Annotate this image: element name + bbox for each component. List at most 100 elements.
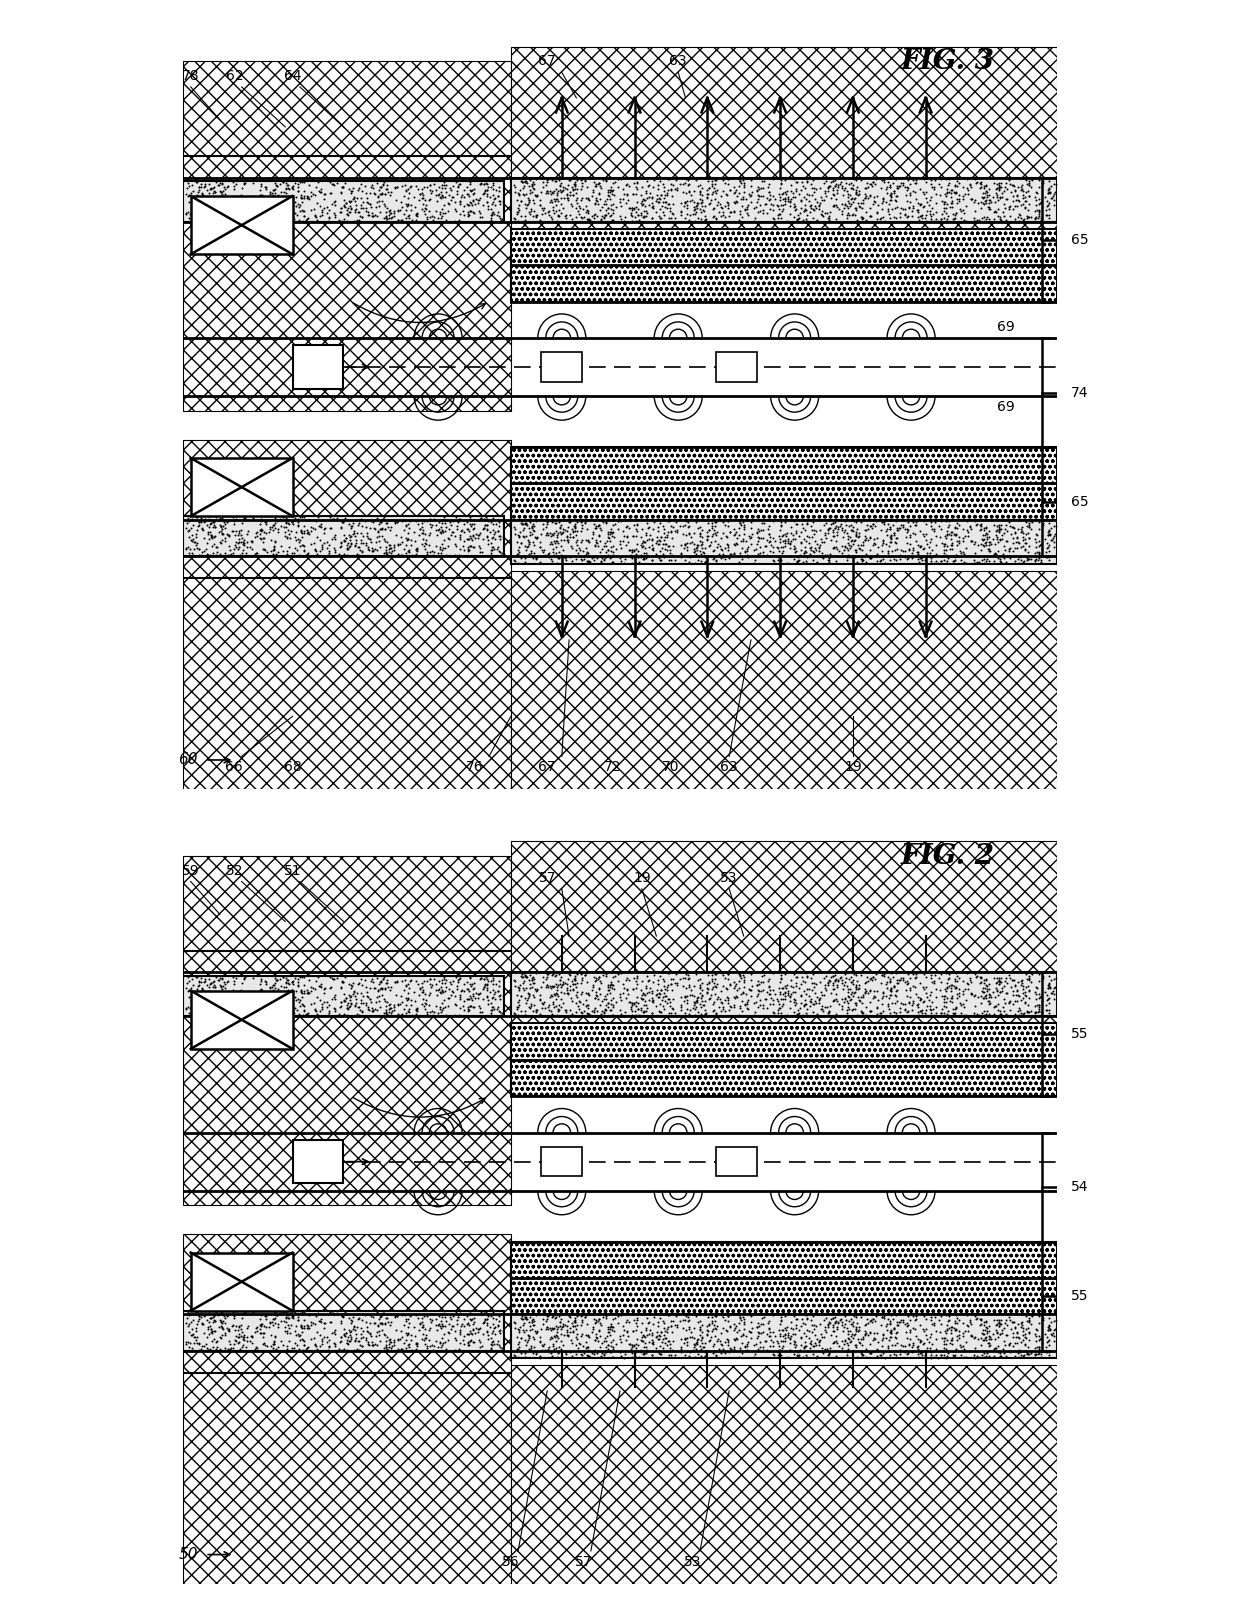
Point bbox=[805, 528, 825, 554]
Point bbox=[780, 984, 800, 1010]
Point bbox=[335, 504, 355, 530]
Point bbox=[949, 1319, 968, 1345]
Point bbox=[563, 524, 583, 549]
Point bbox=[543, 991, 563, 1016]
Point bbox=[823, 971, 843, 997]
Point bbox=[924, 516, 944, 541]
Point bbox=[642, 1330, 662, 1356]
Point bbox=[516, 1304, 536, 1330]
Point bbox=[332, 509, 352, 535]
Point bbox=[988, 997, 1008, 1023]
Point bbox=[197, 1307, 217, 1333]
Point bbox=[1018, 1309, 1038, 1335]
Point bbox=[439, 984, 459, 1010]
Point bbox=[992, 522, 1012, 548]
Point bbox=[611, 1302, 631, 1328]
Point bbox=[281, 540, 301, 566]
Point bbox=[376, 1333, 396, 1359]
Point bbox=[206, 514, 226, 540]
Text: 66: 66 bbox=[226, 760, 243, 774]
Point bbox=[527, 1319, 547, 1345]
Point bbox=[908, 1341, 928, 1367]
Point bbox=[538, 179, 558, 205]
Point bbox=[474, 506, 494, 532]
Point bbox=[481, 202, 501, 228]
Point bbox=[687, 1332, 707, 1357]
Point bbox=[666, 1304, 686, 1330]
Point bbox=[362, 506, 382, 532]
Point bbox=[513, 170, 533, 196]
Point bbox=[398, 527, 418, 553]
Point bbox=[341, 989, 361, 1015]
Point bbox=[252, 506, 272, 532]
Point bbox=[787, 1345, 807, 1370]
Point bbox=[823, 1317, 843, 1343]
Point bbox=[738, 997, 758, 1023]
Point bbox=[916, 532, 936, 558]
Point bbox=[1025, 528, 1045, 554]
Point bbox=[538, 545, 558, 570]
Point bbox=[686, 962, 706, 987]
Point bbox=[945, 1309, 965, 1335]
Point bbox=[402, 541, 422, 567]
Point bbox=[1045, 512, 1065, 538]
Point bbox=[467, 191, 487, 217]
Point bbox=[837, 965, 857, 991]
Point bbox=[343, 1314, 363, 1340]
Point bbox=[660, 191, 680, 217]
Point bbox=[775, 191, 795, 217]
Point bbox=[1038, 986, 1058, 1012]
Point bbox=[708, 984, 728, 1010]
Point bbox=[579, 1343, 599, 1369]
Point bbox=[975, 522, 994, 548]
Point bbox=[642, 527, 662, 553]
Point bbox=[684, 196, 704, 221]
Point bbox=[384, 175, 404, 200]
Point bbox=[631, 545, 651, 570]
Point bbox=[880, 1311, 900, 1336]
Point bbox=[553, 968, 573, 994]
Point bbox=[219, 994, 239, 1020]
Point bbox=[884, 530, 904, 556]
Point bbox=[477, 984, 497, 1010]
Point bbox=[392, 541, 412, 567]
Point bbox=[877, 181, 897, 207]
Point bbox=[542, 1325, 562, 1351]
Point bbox=[934, 199, 954, 225]
Point bbox=[176, 537, 196, 562]
Point bbox=[642, 979, 662, 1005]
Point bbox=[441, 176, 461, 202]
Point bbox=[666, 1000, 686, 1026]
Point bbox=[711, 204, 730, 229]
Point bbox=[376, 204, 396, 229]
Point bbox=[870, 1343, 890, 1369]
Point bbox=[565, 983, 585, 1008]
Point bbox=[279, 1328, 299, 1354]
Point bbox=[740, 183, 760, 208]
Point bbox=[909, 994, 929, 1020]
Point bbox=[1016, 1332, 1035, 1357]
Point bbox=[763, 166, 782, 192]
Point bbox=[955, 1002, 975, 1028]
Point bbox=[990, 519, 1009, 545]
Point bbox=[1042, 527, 1061, 553]
Point bbox=[377, 171, 397, 197]
Point bbox=[718, 1319, 738, 1345]
Point bbox=[735, 1333, 755, 1359]
Point bbox=[340, 192, 360, 218]
Point bbox=[477, 189, 497, 215]
Point bbox=[343, 1315, 363, 1341]
Point bbox=[872, 962, 892, 987]
Point bbox=[990, 204, 1009, 229]
Point bbox=[861, 1307, 880, 1333]
Point bbox=[507, 541, 527, 567]
Point bbox=[461, 192, 481, 218]
Point bbox=[402, 968, 422, 994]
Point bbox=[863, 533, 883, 559]
Point bbox=[658, 519, 678, 545]
Point bbox=[376, 208, 396, 234]
Point bbox=[381, 995, 401, 1021]
Point bbox=[863, 170, 883, 196]
Point bbox=[780, 1330, 800, 1356]
Point bbox=[481, 1336, 501, 1362]
